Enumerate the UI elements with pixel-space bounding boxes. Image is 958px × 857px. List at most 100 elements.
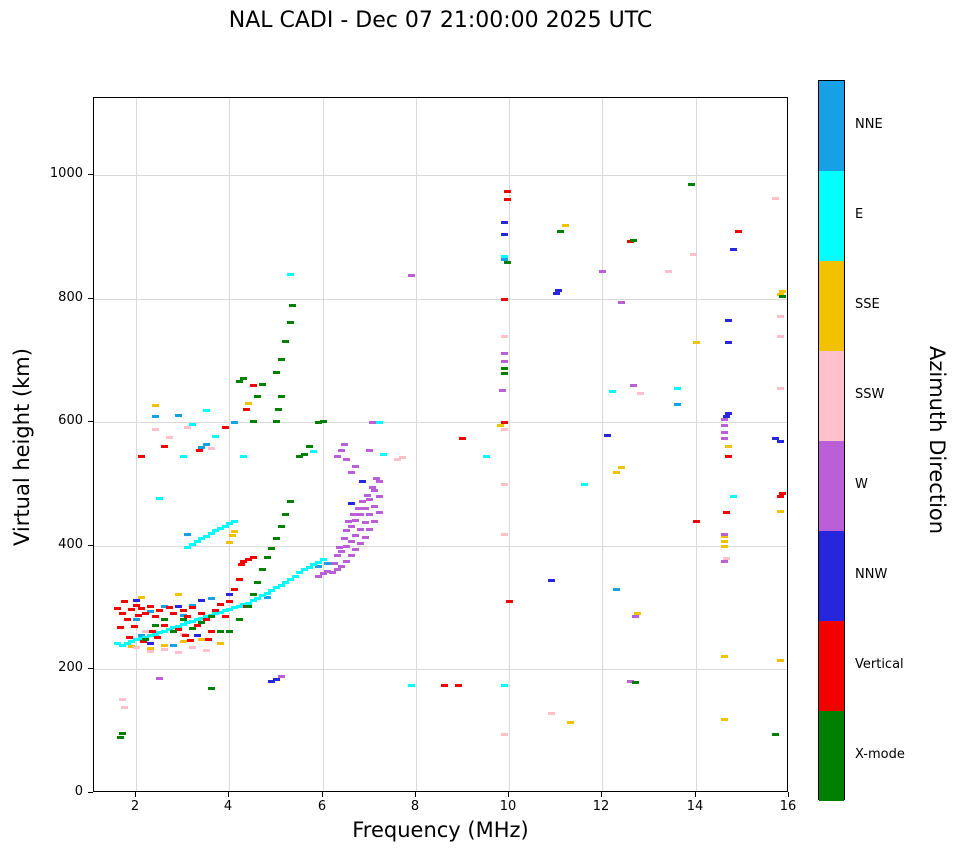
data-point-w <box>618 301 625 304</box>
y-axis-label: Virtual height (km) <box>10 348 34 546</box>
data-point-nnw <box>604 434 611 437</box>
data-point-w <box>343 529 350 532</box>
data-point-e <box>273 586 280 589</box>
chart-title: NAL CADI - Dec 07 21:00:00 2025 UTC <box>228 8 653 33</box>
data-point-w <box>599 270 606 273</box>
data-point-e <box>236 605 243 608</box>
data-point-nnw <box>133 599 140 602</box>
data-point-w <box>352 519 359 522</box>
data-point-e <box>203 409 210 412</box>
data-point-w <box>338 449 345 452</box>
data-point-e <box>296 571 303 574</box>
data-point-nne <box>147 610 154 613</box>
data-point-e <box>609 390 616 393</box>
data-point-vertical <box>126 636 133 639</box>
data-point-x-mode <box>273 420 280 423</box>
data-point-x-mode <box>296 455 303 458</box>
data-point-nne <box>674 403 681 406</box>
colorbar-label-vertical: Vertical <box>855 657 904 672</box>
data-point-e <box>133 638 140 641</box>
data-point-e <box>147 634 154 637</box>
data-point-nnw <box>548 579 555 582</box>
data-point-x-mode <box>236 618 243 621</box>
data-point-e <box>226 522 233 525</box>
x-tick-mark <box>415 792 416 797</box>
data-point-e <box>501 684 508 687</box>
data-point-w <box>348 471 355 474</box>
data-point-sse <box>138 596 145 599</box>
data-point-nnw <box>723 415 730 418</box>
data-point-vertical <box>203 618 210 621</box>
data-point-nnw <box>725 319 732 322</box>
data-point-e <box>301 568 308 571</box>
data-point-e <box>376 421 383 424</box>
data-point-e <box>212 612 219 615</box>
data-point-w <box>357 513 364 516</box>
data-point-w <box>632 615 639 618</box>
data-point-x-mode <box>289 304 296 307</box>
x-tick-label: 8 <box>410 799 420 814</box>
data-point-e <box>194 618 201 621</box>
data-point-x-mode <box>772 733 779 736</box>
y-tick-mark <box>88 298 93 299</box>
data-point-x-mode <box>275 408 282 411</box>
data-point-w <box>315 575 322 578</box>
colorbar-label-nnw: NNW <box>855 567 888 582</box>
data-point-ssw <box>175 651 182 654</box>
data-point-e <box>189 543 196 546</box>
data-point-nnw <box>772 437 779 440</box>
data-point-x-mode <box>180 618 187 621</box>
data-point-x-mode <box>236 380 243 383</box>
data-point-nnw <box>555 289 562 292</box>
data-point-e <box>156 631 163 634</box>
data-point-x-mode <box>189 627 196 630</box>
data-point-nnw <box>175 605 182 608</box>
grid-line-vertical <box>136 98 137 791</box>
data-point-x-mode <box>278 395 285 398</box>
data-point-ssw <box>501 428 508 431</box>
data-point-vertical <box>725 455 732 458</box>
data-point-w <box>376 511 383 514</box>
colorbar-label-e: E <box>855 207 864 222</box>
data-point-vertical <box>152 615 159 618</box>
data-point-vertical <box>196 449 203 452</box>
y-tick-label: 1000 <box>49 166 83 181</box>
data-point-x-mode <box>208 615 215 618</box>
x-axis-label: Frequency (MHz) <box>352 818 529 842</box>
data-point-sse <box>779 290 786 293</box>
data-point-x-mode <box>501 372 508 375</box>
data-point-x-mode <box>250 420 257 423</box>
data-point-w <box>501 360 508 363</box>
data-point-vertical <box>128 608 135 611</box>
data-point-vertical <box>170 612 177 615</box>
data-point-ssw <box>161 648 168 651</box>
data-point-vertical <box>735 230 742 233</box>
data-point-vertical <box>133 604 140 607</box>
data-point-e <box>730 495 737 498</box>
data-point-nnw <box>273 678 280 681</box>
data-point-x-mode <box>245 605 252 608</box>
x-tick-label: 2 <box>130 799 140 814</box>
data-point-sse <box>725 445 732 448</box>
data-point-sse <box>721 540 728 543</box>
data-point-e <box>278 584 285 587</box>
colorbar-label-x-mode: X-mode <box>855 747 905 762</box>
data-point-w <box>371 520 378 523</box>
data-point-w <box>343 545 350 548</box>
data-point-ssw <box>665 270 672 273</box>
data-point-vertical <box>205 638 212 641</box>
y-tick-mark <box>88 668 93 669</box>
data-point-ssw <box>399 456 406 459</box>
data-point-e <box>198 617 205 620</box>
data-point-w <box>721 533 728 536</box>
data-point-nne <box>133 618 140 621</box>
data-point-x-mode <box>208 687 215 690</box>
data-point-ssw <box>777 335 784 338</box>
data-point-sse <box>693 341 700 344</box>
data-point-e <box>250 599 257 602</box>
data-point-ssw <box>142 630 149 633</box>
data-point-nne <box>315 565 322 568</box>
data-point-w <box>373 477 380 480</box>
data-point-e <box>226 608 233 611</box>
data-point-x-mode <box>501 367 508 370</box>
